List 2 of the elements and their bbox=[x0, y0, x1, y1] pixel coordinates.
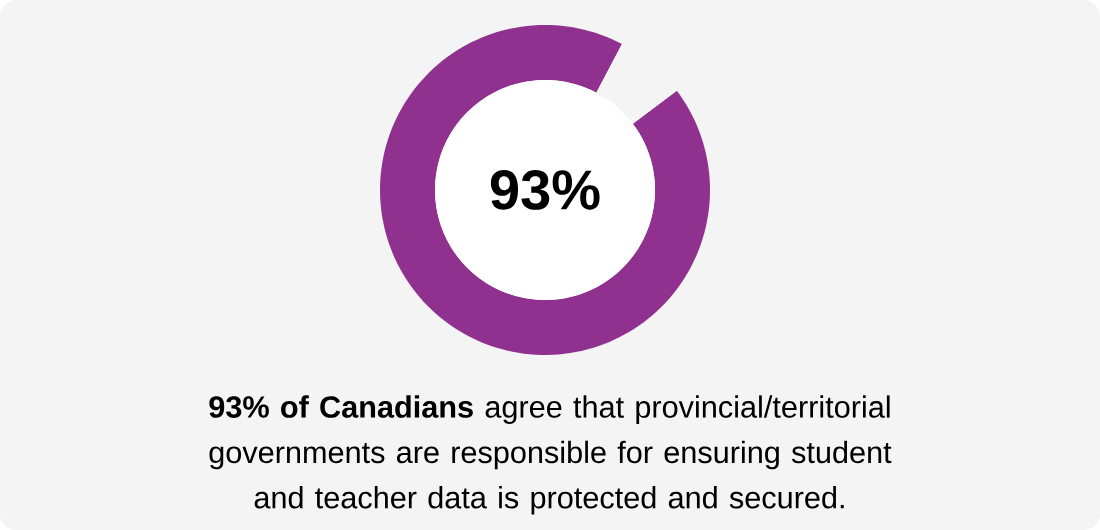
data-label: 93% bbox=[490, 170, 600, 210]
text: 93% of Canadians agree that provincial/territorial governments are responsible for ensuring student and teacher data is protected and secured. bbox=[209, 395, 892, 515]
